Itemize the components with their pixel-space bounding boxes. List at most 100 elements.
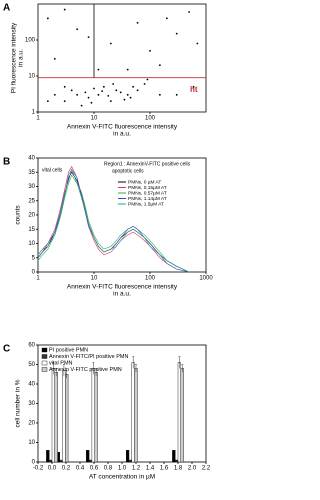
point bbox=[146, 78, 149, 81]
x-axis-label: Annexin V-FITC fluorescence intensity bbox=[67, 284, 178, 291]
legend-label: Annexin V-FITC/PI positive PMN bbox=[49, 354, 128, 360]
y-tick-label: 10 bbox=[28, 74, 35, 80]
x-tick-label: 0.6 bbox=[90, 466, 99, 472]
point bbox=[87, 96, 90, 99]
point bbox=[119, 91, 122, 94]
legend-label: PMNs, 0 µM AT bbox=[128, 179, 161, 185]
error-bar bbox=[92, 362, 95, 375]
x-tick-label: 1.0 bbox=[118, 466, 127, 472]
x-tick-label: 100 bbox=[145, 276, 156, 282]
bar bbox=[88, 459, 93, 463]
legend-label: Annexin V-FITC positive PMN bbox=[49, 367, 122, 373]
x-tick-label: 1 bbox=[36, 116, 40, 122]
point bbox=[63, 100, 66, 103]
bar bbox=[177, 362, 181, 463]
error-bar bbox=[178, 356, 181, 369]
x-tick-label: 0.0 bbox=[48, 466, 57, 472]
point bbox=[149, 49, 151, 52]
y-tick-label: 50 bbox=[28, 362, 35, 368]
y-tick-label: 25 bbox=[28, 198, 35, 204]
y-tick-label: 30 bbox=[28, 184, 35, 190]
annotation: vital cells bbox=[42, 167, 63, 173]
point bbox=[115, 89, 118, 92]
point bbox=[46, 100, 49, 103]
y-tick-label: 5 bbox=[32, 255, 36, 261]
error-bar bbox=[132, 356, 135, 369]
legend-swatch bbox=[41, 367, 48, 372]
point bbox=[126, 93, 129, 96]
point bbox=[84, 91, 87, 94]
x-axis-label: in a.u. bbox=[113, 291, 131, 298]
error-bar bbox=[62, 364, 65, 377]
bar bbox=[94, 372, 98, 463]
series-line bbox=[37, 174, 190, 273]
point bbox=[93, 87, 95, 90]
point bbox=[165, 17, 168, 20]
legend-swatch bbox=[41, 354, 48, 359]
x-tick-label: 1.4 bbox=[146, 466, 155, 472]
x-tick-label: 1 bbox=[36, 276, 40, 282]
bar bbox=[125, 450, 130, 463]
point bbox=[101, 90, 104, 93]
point bbox=[175, 32, 178, 35]
plot-frame bbox=[37, 3, 207, 113]
bar bbox=[86, 450, 90, 463]
panel-label: C bbox=[3, 344, 10, 355]
y-axis-label: counts bbox=[15, 205, 22, 225]
bar bbox=[62, 370, 66, 463]
point bbox=[158, 93, 161, 96]
point bbox=[63, 8, 66, 11]
point bbox=[109, 100, 112, 103]
error-bar bbox=[95, 368, 98, 377]
legend-label: PMNs, 1.14µM AT bbox=[128, 196, 167, 202]
series-line bbox=[37, 165, 190, 273]
bar bbox=[128, 459, 132, 463]
bar bbox=[174, 459, 179, 463]
error-bar bbox=[65, 370, 68, 379]
bar bbox=[46, 450, 50, 463]
y-axis-label: cell number in % bbox=[15, 379, 22, 427]
bar bbox=[65, 374, 69, 463]
legend-label: PI positive PMN bbox=[49, 347, 88, 353]
y-tick-label: 100 bbox=[25, 38, 36, 44]
y-tick-label: 35 bbox=[28, 170, 35, 176]
point bbox=[107, 95, 110, 97]
point bbox=[158, 64, 161, 67]
point bbox=[109, 42, 112, 45]
point bbox=[143, 83, 146, 85]
error-bar bbox=[181, 364, 184, 373]
point bbox=[70, 89, 73, 92]
legend-swatch bbox=[41, 347, 48, 353]
y-tick-label: 40 bbox=[28, 156, 35, 162]
x-tick-label: 10 bbox=[91, 116, 98, 122]
legend-label: PMNs, 0.57µM AT bbox=[128, 190, 167, 196]
point bbox=[87, 36, 90, 39]
point bbox=[80, 104, 83, 107]
point bbox=[90, 101, 93, 104]
point bbox=[132, 85, 135, 88]
legend-label: PMNs, 0.15µM AT bbox=[128, 185, 167, 191]
x-tick-label: 1.8 bbox=[174, 466, 183, 472]
bar bbox=[131, 362, 135, 463]
x-axis-label: Annexin V-FITC fluorescence intensity bbox=[67, 124, 178, 131]
y-axis-label: PI fluorescence intensity bbox=[11, 22, 18, 93]
x-tick-label: 100 bbox=[145, 116, 156, 122]
bar bbox=[134, 368, 138, 463]
x-axis-label: AT concentration in µM bbox=[89, 474, 155, 481]
point bbox=[97, 68, 100, 71]
y-tick-label: 20 bbox=[28, 213, 35, 219]
y-tick-label: 60 bbox=[28, 343, 35, 349]
y-tick-label: 10 bbox=[28, 440, 35, 446]
point bbox=[196, 42, 199, 45]
y-tick-label: 15 bbox=[28, 227, 35, 233]
bar bbox=[91, 368, 95, 463]
point bbox=[123, 98, 126, 101]
plot-frame bbox=[37, 157, 207, 273]
point bbox=[46, 17, 49, 20]
series-line bbox=[37, 168, 190, 273]
panel-label: B bbox=[3, 157, 10, 168]
bar bbox=[49, 459, 53, 463]
annotation: ht bbox=[190, 85, 198, 94]
point bbox=[97, 93, 100, 96]
